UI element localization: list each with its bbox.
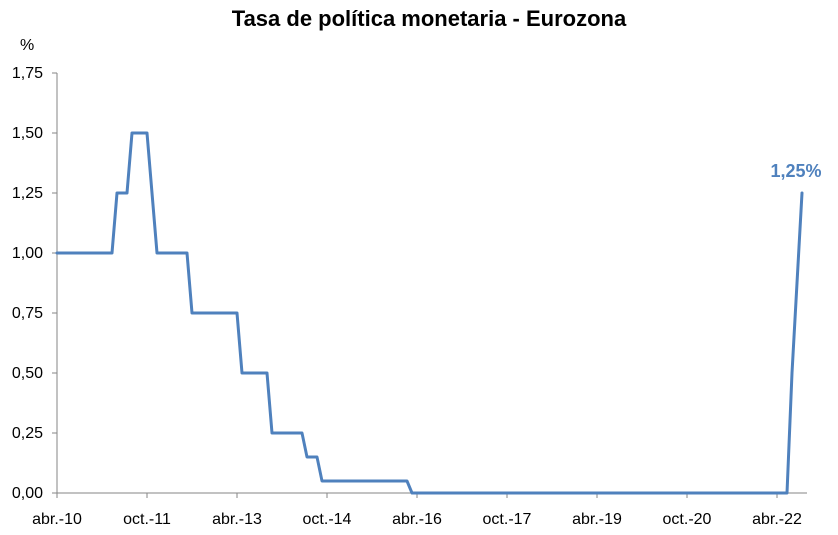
x-tick-label: oct.-14 — [303, 511, 352, 528]
series-line — [55, 131, 804, 495]
x-tick-label: abr.-13 — [212, 511, 262, 528]
y-tick-label: 0,00 — [12, 485, 43, 502]
series-group — [55, 131, 804, 495]
y-tick-label: 1,50 — [12, 125, 43, 142]
x-tick-label: abr.-19 — [572, 511, 622, 528]
x-axis: abr.-10 oct.-11 abr.-13 oct.-14 abr.-16 oct.-… — [32, 492, 807, 528]
y-tick-label: 0,50 — [12, 365, 43, 382]
annotation-group: 1,25% — [770, 161, 821, 181]
y-tick-label: 0,25 — [12, 425, 43, 442]
data-label: 1,25% — [770, 161, 821, 181]
y-axis-unit-label: % — [20, 37, 34, 54]
y-tick-label: 0,75 — [12, 305, 43, 322]
y-tick-label: 1,25 — [12, 185, 43, 202]
y-tick-label: 1,75 — [12, 65, 43, 82]
x-tick-label: oct.-17 — [483, 511, 532, 528]
x-tick-label: abr.-16 — [392, 511, 442, 528]
y-axis: 0,00 0,25 0,50 0,75 1,00 1,25 1,50 1,75 — [12, 65, 58, 502]
x-tick-label: oct.-11 — [123, 511, 171, 528]
x-tick-label: abr.-22 — [752, 511, 802, 528]
y-tick-label: 1,00 — [12, 245, 43, 262]
x-tick-label: abr.-10 — [32, 511, 82, 528]
chart-title: Tasa de política monetaria - Eurozona — [232, 6, 627, 31]
x-tick-label: oct.-20 — [663, 511, 712, 528]
